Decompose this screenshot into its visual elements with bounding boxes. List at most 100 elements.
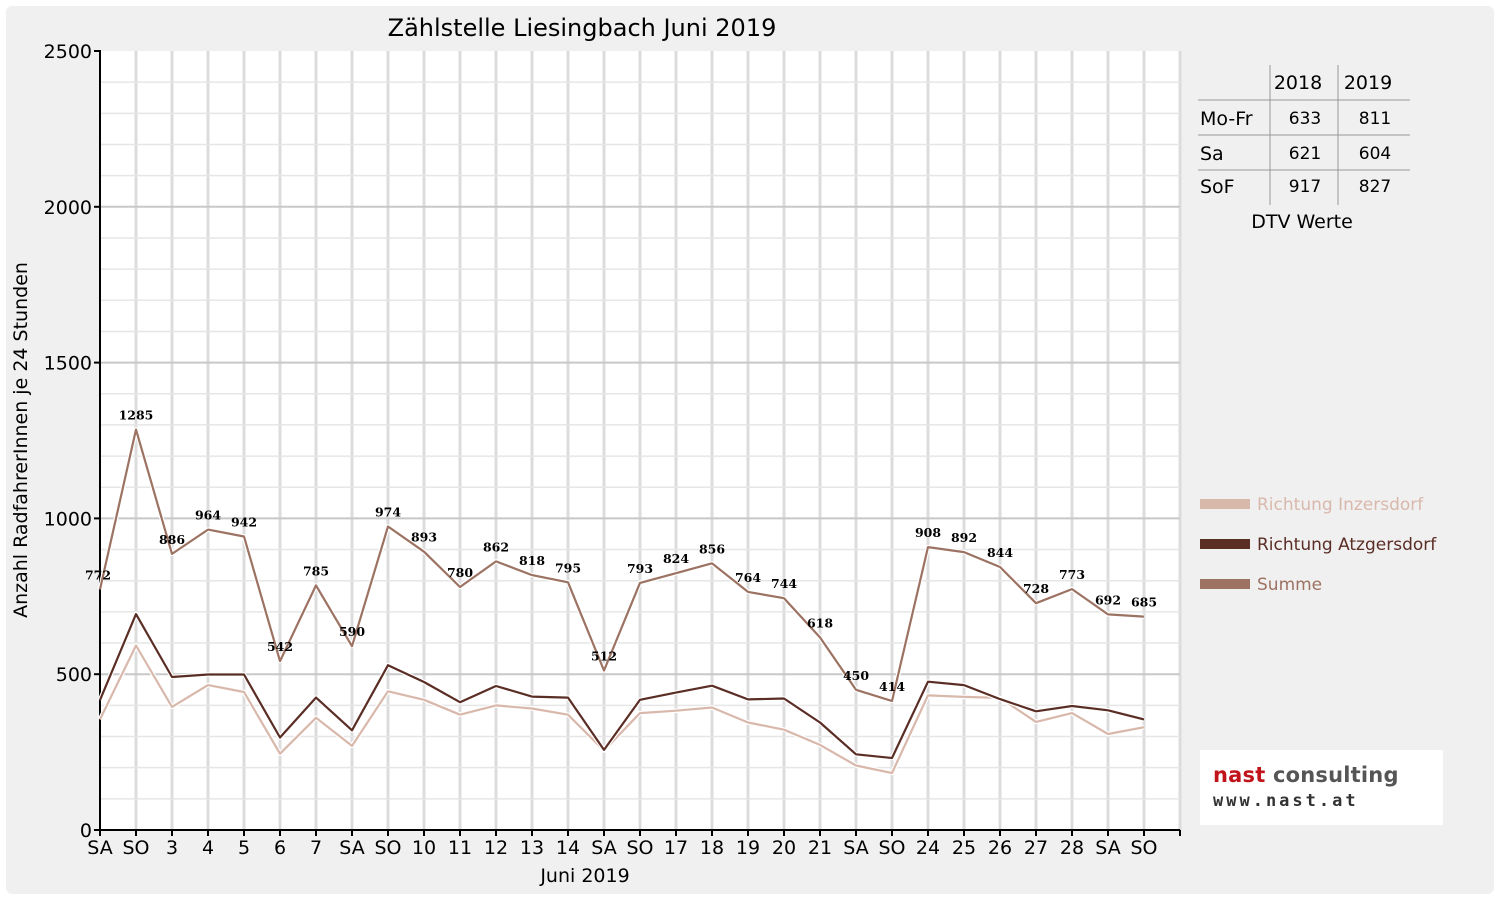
x-tick-label: 3 bbox=[166, 837, 178, 859]
data-label: 728 bbox=[1023, 581, 1049, 596]
legend-label: Summe bbox=[1257, 575, 1322, 595]
data-label: 618 bbox=[807, 615, 833, 630]
company-logo: nast consulting www.nast.at bbox=[1200, 750, 1443, 825]
x-tick-label: 26 bbox=[988, 837, 1012, 859]
legend: Richtung Inzersdorf Richtung Atzgersdorf S… bbox=[1200, 495, 1437, 595]
data-label: 862 bbox=[483, 539, 509, 554]
y-axis-label: Anzahl RadfahrerInnen je 24 Stunden bbox=[10, 262, 32, 618]
x-tick-label: SO bbox=[626, 837, 653, 859]
data-label: 512 bbox=[591, 648, 617, 663]
logo-name-part: nast bbox=[1213, 763, 1273, 787]
x-tick-label: SA bbox=[87, 837, 112, 859]
data-label: 893 bbox=[411, 530, 437, 545]
data-label: 1285 bbox=[119, 408, 154, 423]
dtv-cell: 827 bbox=[1359, 177, 1391, 197]
y-tick-label: 2500 bbox=[44, 41, 92, 63]
logo-title: nast consulting bbox=[1213, 763, 1399, 787]
y-tick-label: 1000 bbox=[44, 508, 92, 530]
data-label: 773 bbox=[1059, 567, 1085, 582]
data-labels: 772 1285 886 964 942 542 785 590 974 893 780 862 818… bbox=[85, 408, 1157, 694]
x-tick-label: 4 bbox=[202, 837, 214, 859]
data-label: 886 bbox=[159, 532, 185, 547]
x-tick-label: 6 bbox=[274, 837, 286, 859]
x-tick-label: 14 bbox=[556, 837, 580, 859]
data-label: 892 bbox=[951, 530, 977, 545]
x-tick-label: SA bbox=[1095, 837, 1120, 859]
x-tick-label: 21 bbox=[808, 837, 832, 859]
data-label: 764 bbox=[735, 570, 761, 585]
dtv-row-label: SoF bbox=[1200, 176, 1235, 198]
data-label: 780 bbox=[447, 565, 473, 580]
logo-name-part: consulting bbox=[1272, 763, 1399, 787]
x-tick-label: 7 bbox=[310, 837, 322, 859]
dtv-cell: 633 bbox=[1289, 109, 1321, 129]
data-label: 692 bbox=[1095, 592, 1121, 607]
logo-url: www.nast.at bbox=[1213, 791, 1359, 811]
dtv-row-label: Sa bbox=[1200, 143, 1224, 165]
legend-label: Richtung Inzersdorf bbox=[1257, 495, 1424, 515]
dtv-cell: 811 bbox=[1359, 109, 1391, 129]
x-tick-label: SO bbox=[122, 837, 149, 859]
series-line bbox=[98, 428, 1145, 703]
x-tick-label: SO bbox=[1130, 837, 1157, 859]
data-label: 818 bbox=[519, 553, 545, 568]
x-tick-label: 25 bbox=[952, 837, 976, 859]
data-label: 856 bbox=[699, 541, 725, 556]
x-tick-label: 11 bbox=[448, 837, 472, 859]
legend-swatch bbox=[1200, 499, 1250, 509]
y-tick-label: 2000 bbox=[44, 197, 92, 219]
x-tick-label: SO bbox=[878, 837, 905, 859]
data-label: 974 bbox=[375, 505, 401, 520]
x-tick-label: 18 bbox=[700, 837, 724, 859]
x-tick-label: 17 bbox=[664, 837, 688, 859]
dtv-cell: 621 bbox=[1289, 144, 1321, 164]
series-lines bbox=[97, 427, 1145, 776]
data-label: 942 bbox=[231, 514, 257, 529]
x-tick-label: 10 bbox=[412, 837, 436, 859]
legend-label: Richtung Atzgersdorf bbox=[1257, 535, 1437, 555]
legend-swatch bbox=[1200, 539, 1250, 549]
data-label: 450 bbox=[843, 668, 869, 683]
x-tick-label: SA bbox=[591, 837, 616, 859]
dtv-col-2019: 2019 bbox=[1344, 72, 1392, 94]
chart-title: Zählstelle Liesingbach Juni 2019 bbox=[388, 14, 777, 42]
data-label: 964 bbox=[195, 508, 221, 523]
y-tick-label: 1500 bbox=[44, 353, 92, 375]
y-tick-label: 0 bbox=[80, 820, 92, 842]
data-label: 795 bbox=[555, 560, 581, 575]
x-tick-label: 12 bbox=[484, 837, 508, 859]
dtv-cell: 917 bbox=[1289, 177, 1321, 197]
dtv-cell: 604 bbox=[1359, 144, 1391, 164]
x-tick-label: SA bbox=[843, 837, 868, 859]
dtv-row-label: Mo-Fr bbox=[1200, 108, 1253, 130]
x-tick-label: 28 bbox=[1060, 837, 1084, 859]
axes bbox=[94, 50, 1181, 836]
series-line bbox=[98, 612, 1145, 760]
x-tick-label: 27 bbox=[1024, 837, 1048, 859]
legend-swatch bbox=[1200, 579, 1250, 589]
series-line bbox=[99, 644, 1145, 775]
x-tick-label: 24 bbox=[916, 837, 940, 859]
x-tick-label: 20 bbox=[772, 837, 796, 859]
x-tick-label: 19 bbox=[736, 837, 760, 859]
data-label: 685 bbox=[1131, 595, 1157, 610]
data-label: 772 bbox=[85, 567, 111, 582]
x-tick-label: SA bbox=[339, 837, 364, 859]
data-label: 542 bbox=[267, 639, 293, 654]
data-label: 785 bbox=[303, 563, 329, 578]
x-tick-label: 5 bbox=[238, 837, 250, 859]
data-label: 744 bbox=[771, 576, 797, 591]
dtv-table: 2018 2019 Mo-Fr 633 811 Sa 621 604 SoF 9… bbox=[1198, 65, 1410, 233]
data-label: 844 bbox=[987, 545, 1013, 560]
y-tick-label: 500 bbox=[56, 664, 92, 686]
data-label: 793 bbox=[627, 561, 653, 576]
data-label: 908 bbox=[915, 525, 941, 540]
dtv-col-2018: 2018 bbox=[1274, 72, 1322, 94]
x-axis-label: Juni 2019 bbox=[539, 865, 629, 887]
data-label: 414 bbox=[879, 679, 905, 694]
x-tick-label: 13 bbox=[520, 837, 544, 859]
x-tick-label: SO bbox=[374, 837, 401, 859]
data-label: 824 bbox=[663, 551, 689, 566]
dtv-caption: DTV Werte bbox=[1251, 211, 1353, 233]
